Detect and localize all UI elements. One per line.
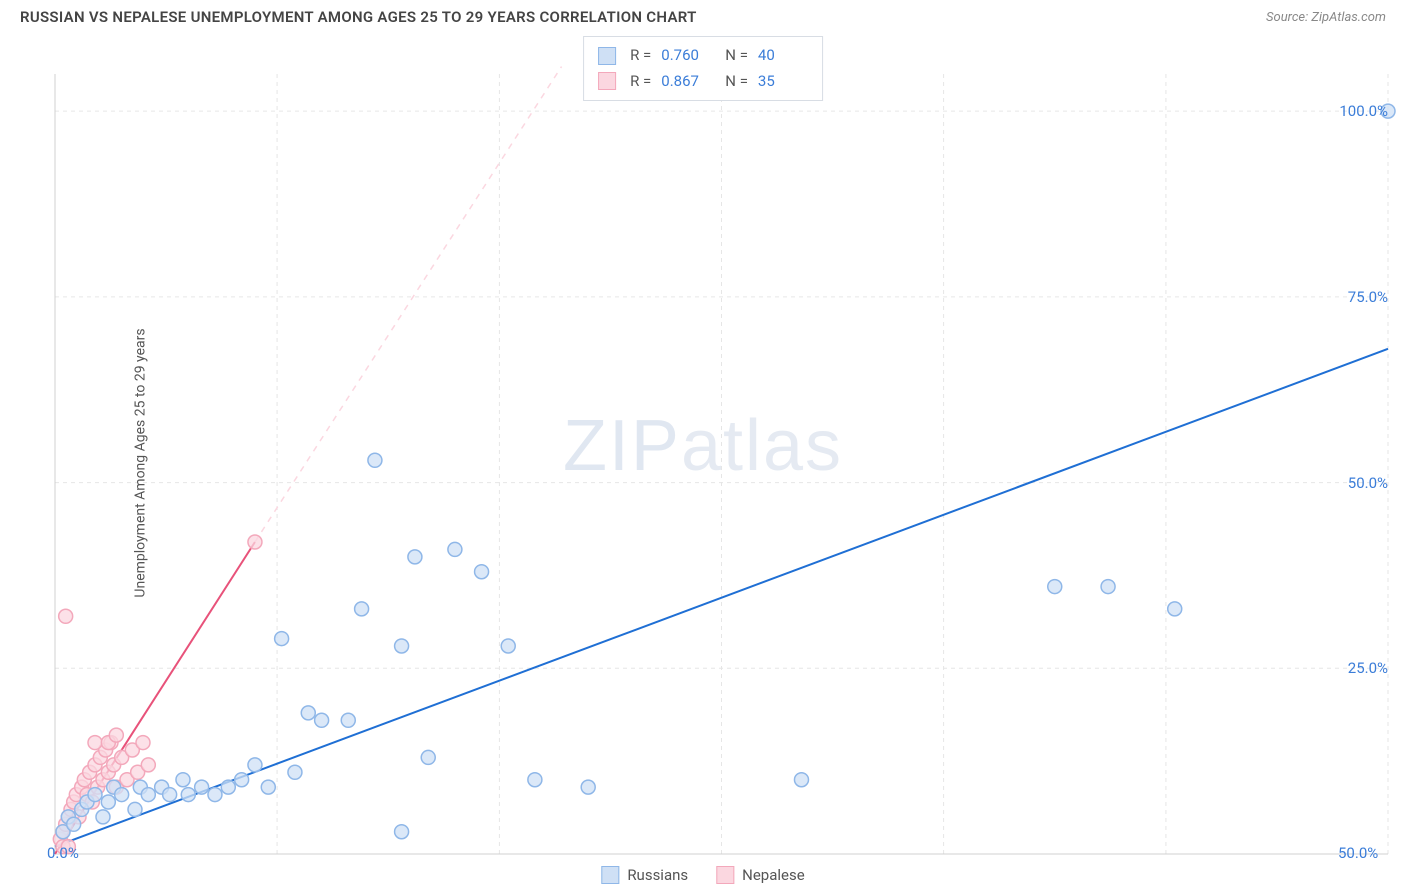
n-label: N = (725, 69, 748, 95)
source-label: Source: ZipAtlas.com (1266, 10, 1386, 25)
y-tick: 100.0% (1339, 102, 1388, 120)
r-value: 0.760 (661, 43, 711, 69)
chart-title: RUSSIAN VS NEPALESE UNEMPLOYMENT AMONG A… (20, 8, 697, 26)
y-tick: 75.0% (1348, 288, 1388, 306)
r-label: R = (630, 69, 651, 95)
n-value: 40 (758, 43, 808, 69)
x-tick: 0.0% (47, 844, 79, 862)
legend-row: R = 0.760 N = 40 (598, 43, 808, 69)
x-tick: 50.0% (1338, 844, 1378, 862)
y-tick: 25.0% (1348, 659, 1388, 677)
chart-area: Unemployment Among Ages 25 to 29 years Z… (0, 34, 1406, 892)
scatter-plot (0, 34, 1406, 892)
correlation-legend: R = 0.760 N = 40 R = 0.867 N = 35 (583, 36, 823, 101)
series-legend: Russians Nepalese (601, 866, 804, 884)
legend-label: Nepalese (742, 866, 805, 884)
legend-label: Russians (627, 866, 688, 884)
legend-swatch (598, 72, 616, 90)
legend-swatch (716, 866, 734, 884)
n-label: N = (725, 43, 748, 69)
legend-item: Russians (601, 866, 688, 884)
r-value: 0.867 (661, 69, 711, 95)
n-value: 35 (758, 69, 808, 95)
y-axis-label: Unemployment Among Ages 25 to 29 years (133, 328, 149, 597)
legend-row: R = 0.867 N = 35 (598, 69, 808, 95)
y-tick: 50.0% (1348, 474, 1388, 492)
r-label: R = (630, 43, 651, 69)
legend-item: Nepalese (716, 866, 805, 884)
legend-swatch (598, 47, 616, 65)
legend-swatch (601, 866, 619, 884)
